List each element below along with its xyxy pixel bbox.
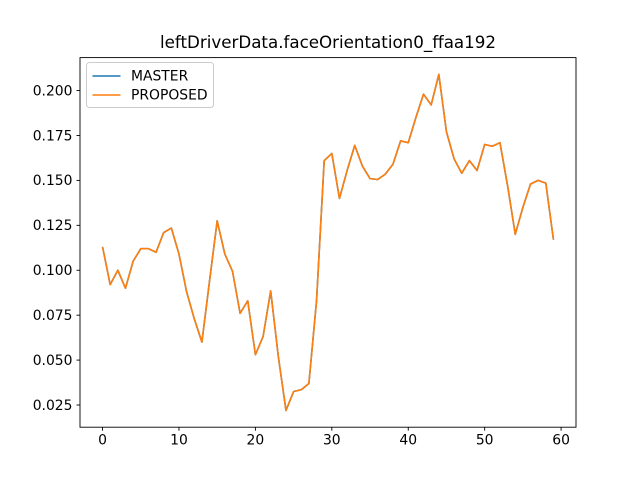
x-tick-label: 50 bbox=[476, 433, 494, 449]
y-tick-label: 0.025 bbox=[33, 398, 73, 414]
y-tick-label: 0.125 bbox=[33, 218, 73, 234]
series-line-proposed bbox=[101, 73, 555, 412]
y-tick-label: 0.200 bbox=[33, 83, 73, 99]
x-tick-label: 20 bbox=[247, 433, 265, 449]
x-tick-label: 30 bbox=[323, 433, 341, 449]
plot-group: 0 10 20 30 40 50 60 0.025 0.050 0.075 0.100 0.125 0.… bbox=[33, 73, 570, 449]
chart-title: leftDriverData.faceOrientation0_ffaa192 bbox=[160, 32, 496, 53]
x-tick-label: 60 bbox=[552, 433, 570, 449]
legend-label-master: MASTER bbox=[131, 69, 189, 85]
legend: MASTER PROPOSED bbox=[86, 62, 214, 108]
x-tick-label: 10 bbox=[170, 433, 188, 449]
x-tick-label: 40 bbox=[399, 433, 417, 449]
y-tick-label: 0.175 bbox=[33, 128, 73, 144]
axes-frame bbox=[79, 57, 577, 428]
y-tick-label: 0.100 bbox=[33, 263, 73, 279]
legend-box bbox=[86, 62, 214, 108]
y-tick-label: 0.150 bbox=[33, 173, 73, 189]
plot-area bbox=[80, 57, 576, 428]
y-tick-label: 0.075 bbox=[33, 308, 73, 324]
y-tick-label: 0.050 bbox=[33, 353, 73, 369]
legend-label-proposed: PROPOSED bbox=[131, 88, 208, 104]
x-tick-label: 0 bbox=[98, 433, 107, 449]
